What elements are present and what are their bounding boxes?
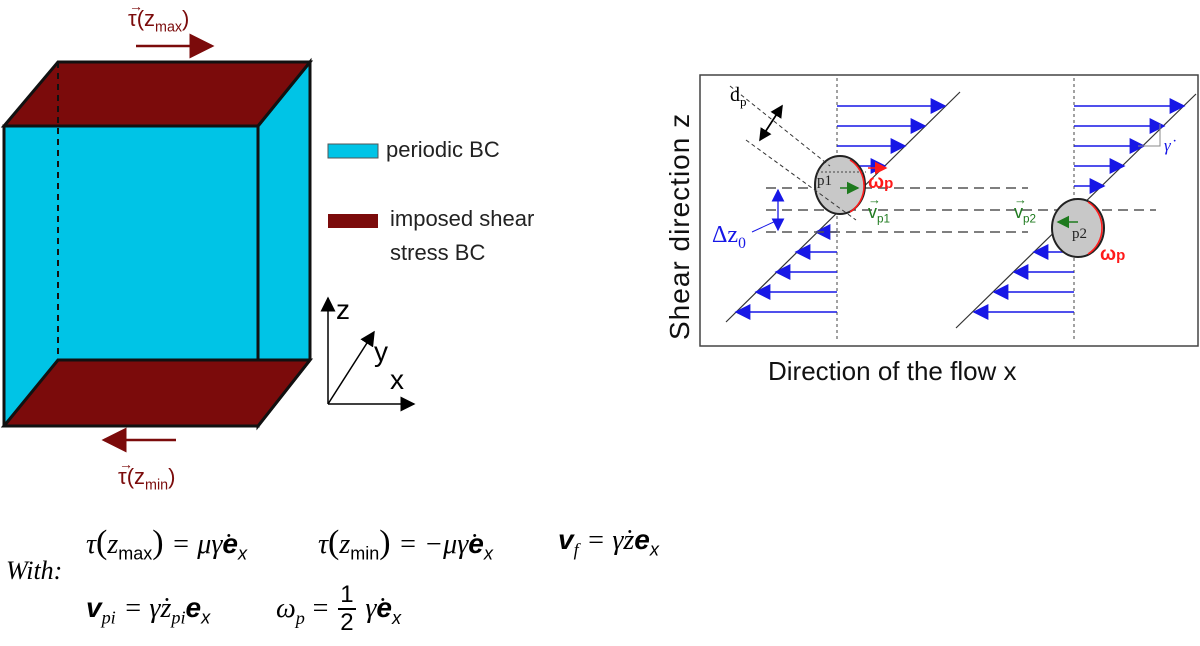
vp1-label: v → p1: [868, 192, 891, 226]
tau-zmin-label: τ → (zmin): [118, 456, 176, 494]
vpi-equation: vpi = γ̇zpiex: [86, 592, 211, 628]
flow-direction-label: Direction of the flow x: [768, 356, 1017, 386]
gamma-dot-label: γ̇: [1164, 136, 1171, 155]
dz0-label: Δz0: [712, 222, 746, 252]
dp-guide-1: [729, 85, 831, 167]
y-axis: [327, 330, 375, 405]
omega-equation: ωp = 1 2 γ̇ex: [276, 581, 402, 636]
particle-1-rotation-arc: [849, 159, 865, 213]
tau-min-equation: τ(zmin) = −μγ̇ex: [318, 524, 493, 564]
top-shear-face: [0, 60, 314, 128]
dz-leader: [751, 219, 779, 233]
tau-max-equation: τ(zmax) = μγ̇ex: [86, 524, 248, 564]
periodic-legend-swatch: [327, 143, 379, 159]
p1-label: p1: [817, 173, 832, 189]
omega-p1-label: ωp: [868, 172, 894, 193]
imposed-legend-label-2: stress BC: [390, 240, 486, 265]
shear-direction-label: Shear direction z: [664, 112, 695, 340]
hidden-edge: [3, 359, 59, 427]
shear-rate-triangle: [1138, 124, 1161, 147]
shear-flow-diagram: [699, 74, 1199, 347]
x-axis-label: x: [390, 364, 404, 395]
dp-guide-2: [745, 139, 857, 221]
imposed-legend-swatch: [328, 214, 378, 228]
with-label: With:: [6, 556, 63, 585]
simulation-box-diagram: [0, 33, 416, 453]
periodic-legend-label: periodic BC: [386, 137, 500, 162]
vp2-label: v → p2: [1014, 192, 1037, 226]
omega-p2-label: ωp: [1100, 244, 1126, 265]
tau-zmax-label: τ → (zmax): [128, 0, 190, 36]
dp-label: dp: [730, 84, 747, 109]
vf-equation: vf = γ̇zex: [558, 524, 659, 560]
dp-arrow-back: [759, 105, 783, 142]
y-axis-label: y: [374, 336, 388, 367]
imposed-legend-label-1: imposed shear: [390, 206, 535, 231]
particle-2-rotation-arc: [1087, 201, 1103, 255]
particle-2: [1051, 198, 1105, 258]
z-axis-label: z: [336, 294, 350, 325]
p2-label: p2: [1072, 226, 1087, 242]
